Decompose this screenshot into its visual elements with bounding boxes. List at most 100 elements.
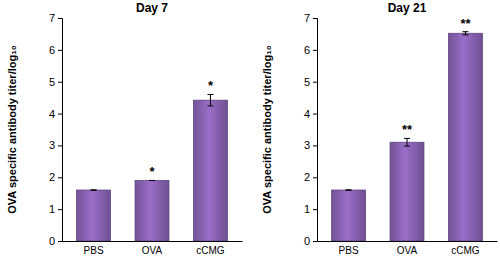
annotation: * xyxy=(208,78,214,93)
chart-title: Day 7 xyxy=(136,1,168,15)
error-bar xyxy=(91,190,97,191)
x-tick: OVA xyxy=(142,241,163,256)
y-tick-mark xyxy=(58,177,62,178)
y-tick: 4 xyxy=(304,108,317,120)
y-tick-label: 2 xyxy=(304,171,310,183)
error-bar-cap xyxy=(149,180,155,181)
y-tick: 3 xyxy=(49,139,62,151)
chart-panel: 01234567PBSOVAcCMG**Day 7OVA specific an… xyxy=(6,1,243,256)
bar xyxy=(135,180,169,241)
y-tick-mark xyxy=(313,18,317,19)
error-bar xyxy=(346,190,352,191)
y-tick: 7 xyxy=(304,12,317,24)
y-tick-label: 6 xyxy=(304,44,310,56)
bar xyxy=(332,190,366,241)
y-tick: 5 xyxy=(49,76,62,88)
y-tick-mark xyxy=(313,241,317,242)
y-tick-label: 1 xyxy=(304,203,310,215)
y-tick-label: 5 xyxy=(49,76,55,88)
bar xyxy=(448,33,482,241)
y-tick: 5 xyxy=(304,76,317,88)
y-tick: 1 xyxy=(49,203,62,215)
y-tick-mark xyxy=(58,241,62,242)
error-bar-cap xyxy=(404,146,410,147)
x-axis: PBS OVA cCMG xyxy=(63,241,243,256)
y-tick-mark xyxy=(313,177,317,178)
y-tick-mark xyxy=(58,82,62,83)
figure: 0 1 2 3 4 5 6 7 PBS OVA cCMG ** Day 7 OVA specific an… xyxy=(0,0,500,264)
y-tick-label: 3 xyxy=(49,139,55,151)
chart-panel: 0 1 2 3 4 5 6 7 PBS OVA cCMG ** ** Day 21 OVA specific… xyxy=(261,1,498,256)
x-tick: OVA xyxy=(397,241,418,256)
y-tick-label: 4 xyxy=(49,108,55,120)
y-tick-mark xyxy=(58,50,62,51)
y-tick-label: 4 xyxy=(304,108,310,120)
x-tick: PBS xyxy=(84,241,104,256)
y-axis: 0 1 2 3 4 5 6 7 xyxy=(304,12,318,247)
y-axis: 0 1 2 3 4 5 6 7 xyxy=(49,12,63,247)
y-tick: 1 xyxy=(304,203,317,215)
y-tick-label: 2 xyxy=(49,171,55,183)
x-tick-label: OVA xyxy=(142,245,163,256)
y-tick-mark xyxy=(313,50,317,51)
y-tick: 0 xyxy=(49,235,62,247)
x-tick-label: PBS xyxy=(339,245,359,256)
y-tick-label: 3 xyxy=(304,139,310,151)
y-tick: 2 xyxy=(49,171,62,183)
y-axis-line xyxy=(58,19,63,242)
x-tick: cCMG xyxy=(196,241,225,256)
error-bar-cap xyxy=(462,34,468,35)
error-bar-cap xyxy=(149,180,155,181)
x-tick-label: PBS xyxy=(84,245,104,256)
x-tick: cCMG xyxy=(451,241,480,256)
y-tick: 3 xyxy=(304,139,317,151)
y-tick-mark xyxy=(58,114,62,115)
y-tick-mark xyxy=(313,82,317,83)
y-tick-label: 5 xyxy=(304,76,310,88)
y-tick-label: 7 xyxy=(49,12,55,24)
error-bar-cap xyxy=(91,190,97,191)
y-tick: 0 xyxy=(304,235,317,247)
error-bar-cap xyxy=(462,31,468,32)
y-tick-label: 7 xyxy=(304,12,310,24)
x-tick-label: OVA xyxy=(397,245,418,256)
bar xyxy=(193,100,227,241)
error-bar-cap xyxy=(346,190,352,191)
error-bar-stem xyxy=(210,94,211,105)
x-tick-label: cCMG xyxy=(451,245,480,256)
error-bar xyxy=(207,94,213,105)
error-bar-stem xyxy=(407,138,408,146)
error-bar xyxy=(462,32,468,35)
error-bar-cap xyxy=(91,190,97,191)
error-bar-cap xyxy=(207,105,213,106)
annotation: ** xyxy=(460,16,471,31)
x-axis-line xyxy=(63,241,243,242)
y-tick: 7 xyxy=(49,12,62,24)
y-tick-label: 6 xyxy=(49,44,55,56)
plot-area: 0 1 2 3 4 5 6 7 PBS OVA cCMG ** ** xyxy=(304,12,498,256)
error-bar-cap xyxy=(207,94,213,95)
y-tick: 2 xyxy=(304,171,317,183)
y-tick: 6 xyxy=(49,44,62,56)
error-bar-cap xyxy=(404,138,410,139)
x-axis-line xyxy=(318,241,498,242)
y-tick-mark xyxy=(313,114,317,115)
error-bar xyxy=(149,180,155,181)
y-tick-label: 1 xyxy=(49,203,55,215)
error-bar xyxy=(404,138,410,146)
bars xyxy=(332,32,483,241)
y-tick: 6 xyxy=(304,44,317,56)
chart-title: Day 21 xyxy=(388,1,427,15)
y-tick-mark xyxy=(58,145,62,146)
y-axis-title: OVA specific antibody titer/log₁₀ xyxy=(261,45,273,213)
plot-area: 01234567PBSOVAcCMG** xyxy=(49,12,243,256)
x-tick: PBS xyxy=(339,241,359,256)
y-tick-mark xyxy=(313,145,317,146)
y-tick-label: 0 xyxy=(49,235,55,247)
y-tick-mark xyxy=(58,209,62,210)
annotation: ** xyxy=(402,122,413,137)
x-axis: PBS OVA cCMG xyxy=(318,241,498,256)
error-bar-cap xyxy=(346,190,352,191)
x-tick-label: cCMG xyxy=(196,245,225,256)
y-tick-mark xyxy=(58,18,62,19)
